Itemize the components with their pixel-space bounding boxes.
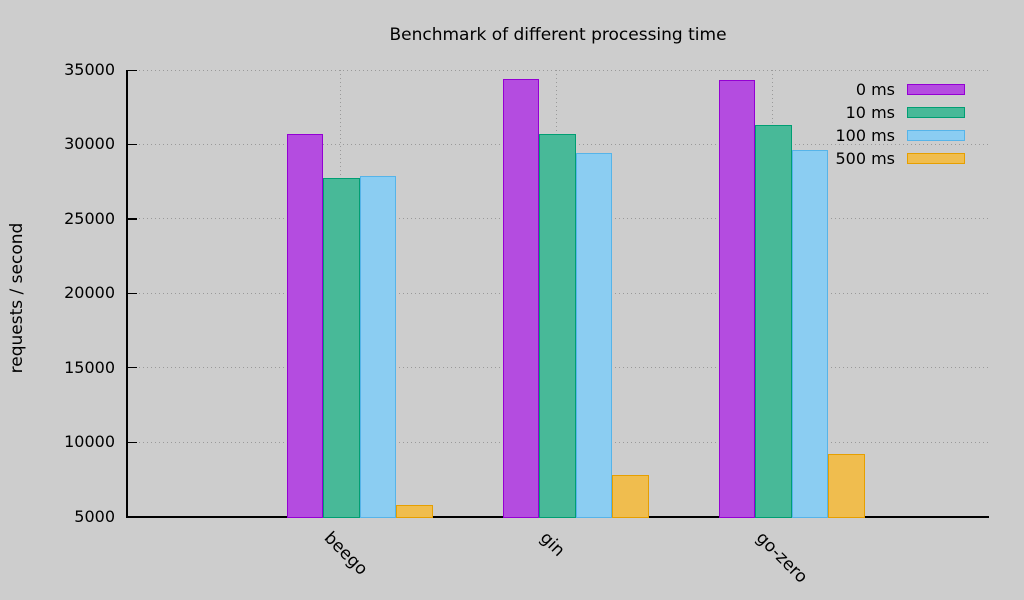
y-tick-mark [127, 292, 137, 295]
plot-area: 5000 10000 15000 20000 25000 30000 35000 beego g… [64, 60, 989, 587]
y-tick-label: 20000 [64, 283, 115, 303]
y-tick-label: 5000 [74, 506, 115, 526]
bar-10ms-beego [323, 177, 360, 518]
bar-0ms-go-zero [719, 80, 756, 518]
legend-item: 100 ms [785, 125, 971, 147]
bar-10ms-go-zero [755, 125, 792, 518]
bar-100ms-gin [575, 153, 613, 518]
bar-100ms-go-zero [791, 150, 829, 518]
y-axis-line [126, 70, 128, 518]
y-gridline [127, 69, 989, 71]
y-tick-label: 10000 [64, 432, 115, 452]
legend-swatch-10ms [907, 106, 965, 118]
bar-100ms-beego [359, 175, 397, 518]
y-tick-mark [127, 367, 137, 369]
legend-item: 10 ms [785, 101, 971, 123]
y-tick-mark [127, 69, 137, 71]
bar-0ms-gin [503, 78, 540, 518]
legend-item: 0 ms [785, 78, 971, 100]
legend-label: 500 ms [835, 149, 895, 169]
x-category-label: go-zero [751, 528, 812, 588]
y-tick-mark [127, 441, 137, 443]
y-tick-label: 35000 [64, 60, 115, 79]
y-tick-label: 25000 [64, 208, 115, 228]
bar-500ms-beego [396, 504, 433, 518]
legend-swatch-500ms [907, 153, 965, 165]
legend-swatch-0ms [907, 83, 965, 95]
x-category-label: gin [535, 528, 569, 561]
y-tick-mark [127, 143, 137, 146]
legend-item: 500 ms [785, 148, 971, 170]
legend-label: 100 ms [835, 126, 895, 146]
y-tick-mark [127, 218, 137, 220]
legend-swatch-100ms [907, 130, 965, 142]
y-axis-title-text: requests / second [7, 222, 27, 374]
chart-title: Benchmark of different processing time [389, 25, 727, 45]
y-tick-label: 15000 [64, 357, 115, 377]
x-category-label: beego [319, 528, 372, 580]
y-tick-label: 30000 [64, 134, 115, 154]
legend-label: 10 ms [845, 102, 895, 122]
bar-10ms-gin [539, 133, 576, 518]
bar-500ms-go-zero [828, 453, 865, 518]
bar-500ms-gin [612, 474, 649, 518]
legend-label: 0 ms [855, 79, 895, 99]
bar-0ms-beego [287, 133, 324, 518]
